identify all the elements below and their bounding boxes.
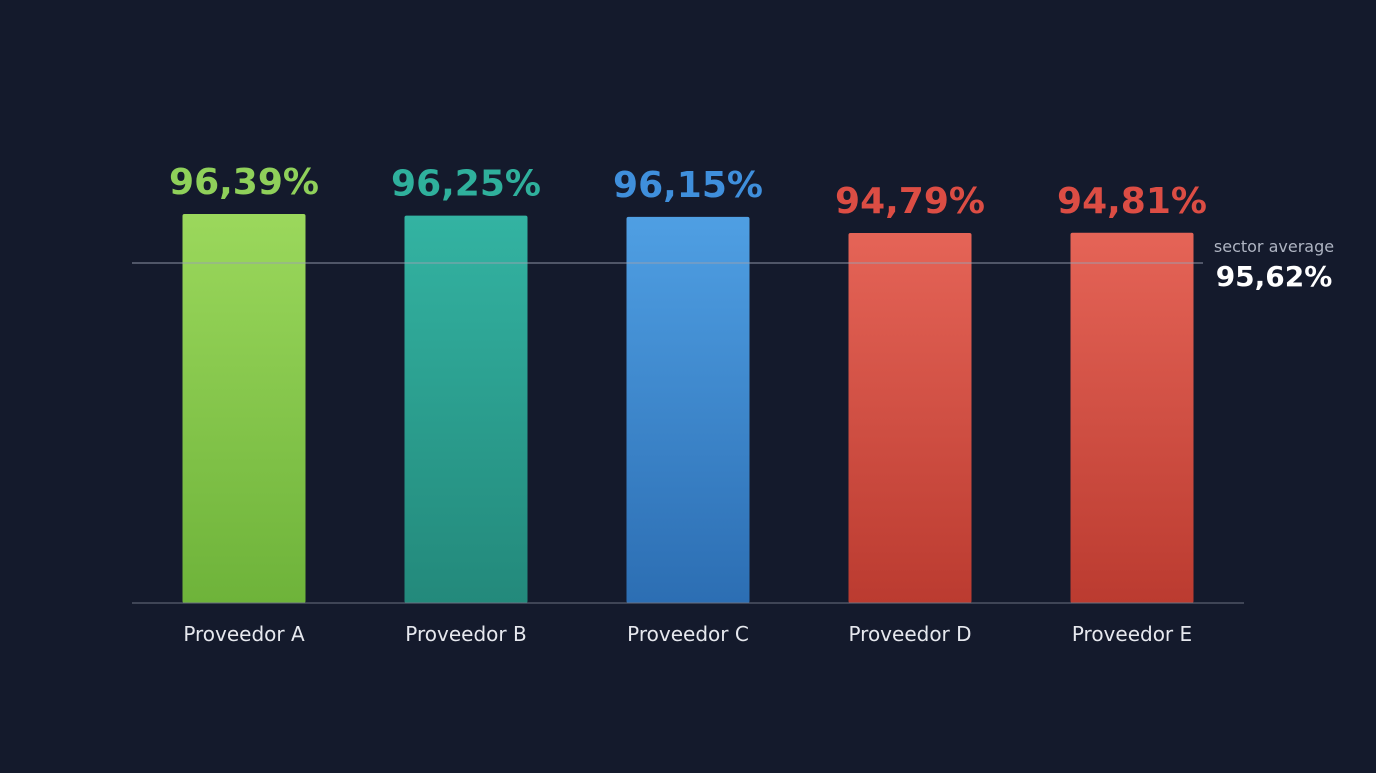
category-label: Proveedor D bbox=[848, 622, 971, 646]
bar-b bbox=[404, 215, 528, 603]
labels-group: 96,39% Proveedor A 96,25% Proveedor B 96,15%… bbox=[169, 162, 1207, 646]
bar-d bbox=[848, 233, 972, 603]
bar-e bbox=[1070, 232, 1194, 603]
bar-value-label: 94,79% bbox=[835, 181, 985, 222]
bars-group bbox=[182, 214, 1194, 603]
category-label: Proveedor E bbox=[1072, 622, 1192, 646]
reference-line-group: sector average 95,62% bbox=[132, 237, 1334, 293]
category-label: Proveedor C bbox=[627, 622, 749, 646]
bar-value-label: 96,25% bbox=[391, 164, 541, 205]
bar-value-label: 94,81% bbox=[1057, 181, 1207, 222]
bar-value-label: 96,39% bbox=[169, 162, 319, 203]
bar-a bbox=[182, 214, 306, 603]
sector-average-value: 95,62% bbox=[1216, 260, 1333, 293]
category-label: Proveedor B bbox=[405, 622, 526, 646]
bar-c bbox=[626, 216, 750, 603]
category-label: Proveedor A bbox=[183, 622, 305, 646]
bar-value-label: 96,15% bbox=[613, 165, 763, 206]
sector-average-caption: sector average bbox=[1214, 237, 1334, 256]
